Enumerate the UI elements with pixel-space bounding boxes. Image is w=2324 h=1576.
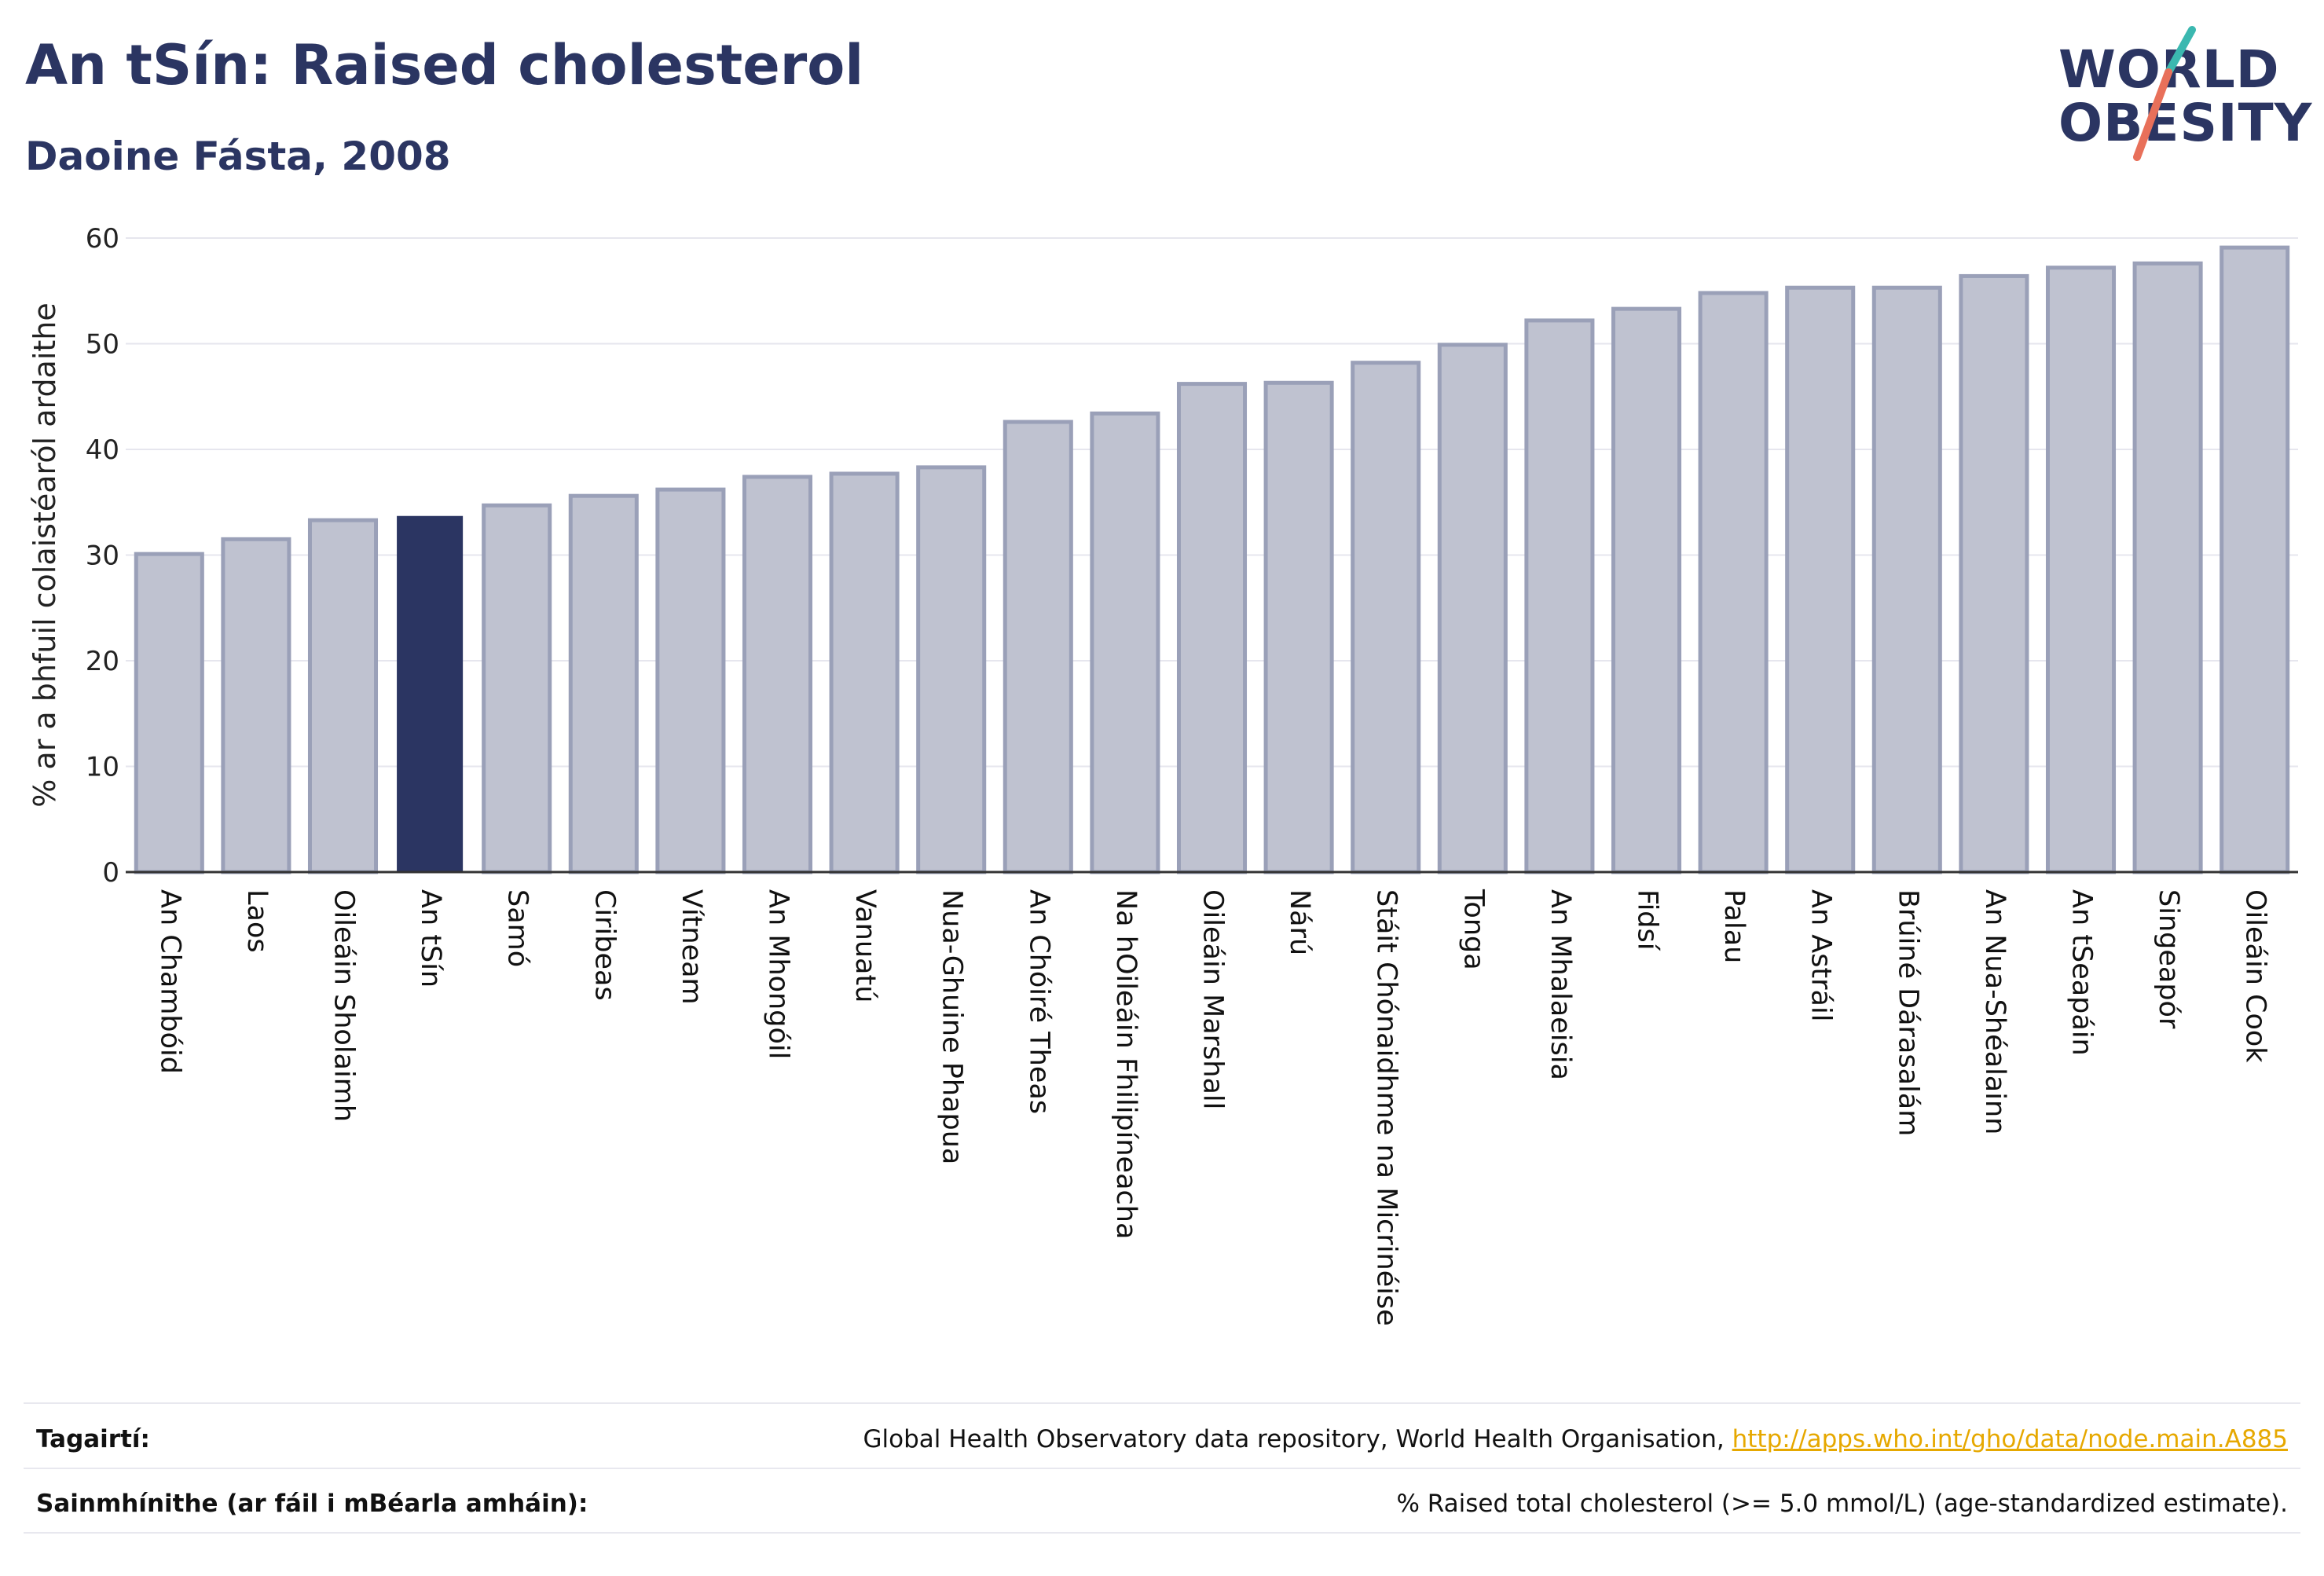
y-tick-label: 20: [86, 646, 119, 677]
logo-slash-icon: [2133, 26, 2196, 161]
x-tick-label: Oileáin Sholaimh: [328, 889, 360, 1122]
bar-chart: 0 10 20 30 40 50 60 % ar a bhfuil colaistéaról …: [27, 223, 2298, 1326]
page-title: An tSín: Raised cholesterol: [25, 33, 864, 97]
x-tick-label: Tonga: [1457, 889, 1489, 970]
y-tick-label: 60: [86, 223, 119, 255]
footer-divider-bottom: [24, 1532, 2300, 1534]
y-tick-label: 30: [86, 541, 119, 572]
bar: [829, 471, 900, 874]
bar: [1959, 273, 2029, 874]
x-tick-label: Stáit Chónaidhme na Micrinéise: [1371, 889, 1402, 1326]
x-tick-label: An Nua-Shéalainn: [1979, 889, 2011, 1134]
bar: [1351, 361, 1421, 874]
page-subtitle: Daoine Fásta, 2008: [25, 134, 451, 179]
x-tick-label: An tSín: [415, 889, 446, 988]
bar: [482, 503, 552, 874]
bar: [1176, 382, 1248, 874]
bar: [568, 493, 639, 874]
bar: [655, 487, 726, 874]
bar: [397, 515, 464, 872]
bar: [916, 465, 987, 874]
x-tick-label: Na hOileáin Fhilipíneacha: [1110, 889, 1142, 1239]
bar: [1090, 411, 1160, 874]
x-tick-label: Nárú: [1284, 889, 1315, 955]
bar: [1611, 306, 1682, 874]
bar: [1263, 380, 1334, 874]
x-tick-label: Oileáin Marshall: [1197, 889, 1229, 1109]
definitions-value: % Raised total cholesterol (>= 5.0 mmol/…: [1396, 1490, 2288, 1518]
x-tick-label: Laos: [241, 889, 273, 953]
x-tick-label: Vanuatú: [849, 889, 881, 1002]
y-tick-label: 40: [86, 434, 119, 466]
x-tick-label: Palau: [1718, 889, 1750, 963]
bar: [1437, 343, 1508, 874]
bar: [2045, 266, 2117, 874]
bar: [2220, 245, 2290, 874]
y-tick-label: 50: [86, 329, 119, 361]
definitions-label: Sainmhínithe (ar fáil i mBéarla amháin):: [36, 1490, 588, 1518]
y-tick-label: 10: [86, 752, 119, 783]
y-axis-label: % ar a bhfuil colaistéaról ardaithe: [27, 302, 62, 808]
bar: [1698, 291, 1769, 874]
footer-divider-middle: [24, 1468, 2300, 1469]
bar: [1524, 318, 1595, 874]
bar: [742, 475, 813, 874]
x-tick-label: An Chambóid: [154, 889, 185, 1074]
bar: [221, 537, 291, 874]
references-text: Global Health Observatory data repositor…: [863, 1425, 1732, 1453]
logo-line-2: OBESITY: [2058, 93, 2313, 153]
x-tick-label: Vítneam: [676, 889, 707, 1005]
y-tick-label: 0: [102, 857, 119, 889]
bar: [1871, 285, 1942, 874]
x-tick-label: An Mhalaeisia: [1545, 889, 1576, 1080]
x-tick-label: An Mhongóil: [763, 889, 794, 1059]
x-tick-label: An tSeapáin: [2066, 889, 2098, 1056]
x-tick-label: Oileáin Cook: [2240, 889, 2271, 1063]
x-tick-label: Singeapór: [2153, 889, 2184, 1029]
x-tick-label: Brúiné Dárasalám: [1892, 889, 1923, 1136]
x-tick-label: Nua-Ghuine Phapua: [937, 889, 968, 1164]
references-link[interactable]: http://apps.who.int/gho/data/node.main.A…: [1732, 1425, 2288, 1453]
bar: [134, 552, 204, 874]
x-tick-label: An Chóiré Theas: [1023, 889, 1054, 1114]
x-tick-label: Samó: [502, 889, 533, 967]
references-label: Tagairtí:: [36, 1425, 150, 1453]
x-tick-label: Fidsí: [1632, 889, 1663, 951]
bar: [1785, 285, 1856, 874]
bar: [2132, 261, 2203, 874]
x-tick-label: Ciribeas: [588, 889, 620, 1001]
x-tick-label: An Astráil: [1805, 889, 1837, 1021]
references-value: Global Health Observatory data repositor…: [863, 1425, 2288, 1453]
footer-divider-top: [24, 1402, 2300, 1404]
bar: [307, 518, 379, 874]
bar: [1003, 420, 1073, 874]
world-obesity-logo: WORLD OBESITY: [2043, 24, 2313, 165]
